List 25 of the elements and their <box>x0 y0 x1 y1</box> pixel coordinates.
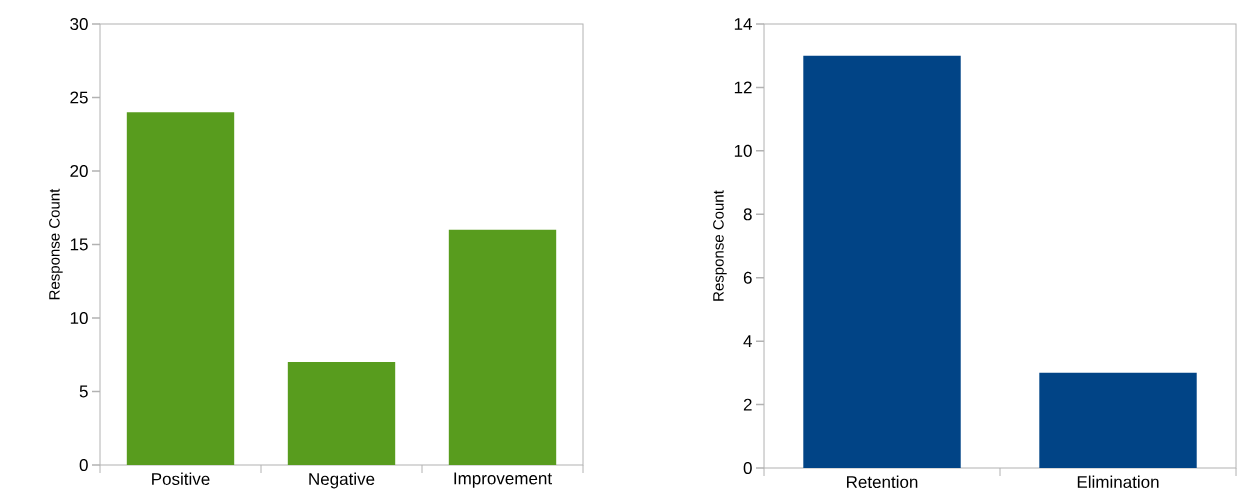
bar <box>448 229 557 465</box>
x-tick-label: Retention <box>847 475 918 489</box>
x-tick-label: Elimination <box>1077 475 1159 489</box>
bar <box>287 362 396 465</box>
y-tick-label: 25 <box>70 91 88 104</box>
y-tick-label: 14 <box>734 18 752 30</box>
y-tick-label: 4 <box>743 335 752 347</box>
y-tick-label: 5 <box>79 385 88 398</box>
y-tick-label: 2 <box>743 398 752 411</box>
y-tick-label: 30 <box>70 17 88 31</box>
y-tick-label: 8 <box>743 208 752 221</box>
x-tick-label: Improvement <box>454 472 552 488</box>
y-tick-label: 10 <box>734 144 752 157</box>
x-tick-label: Positive <box>152 472 210 486</box>
y-tick-label: 0 <box>743 461 752 475</box>
y-axis-title: Response Count <box>713 190 727 301</box>
y-tick-label: 12 <box>734 81 752 94</box>
y-tick-label: 10 <box>70 311 88 325</box>
y-tick-label: 6 <box>743 271 752 284</box>
bar <box>126 112 235 465</box>
y-tick-label: 15 <box>70 238 88 251</box>
y-tick-label: 0 <box>79 458 88 472</box>
y-tick-label: 20 <box>70 164 88 178</box>
y-axis-title: Response Count <box>49 188 63 300</box>
x-tick-label: Negative <box>309 472 375 489</box>
